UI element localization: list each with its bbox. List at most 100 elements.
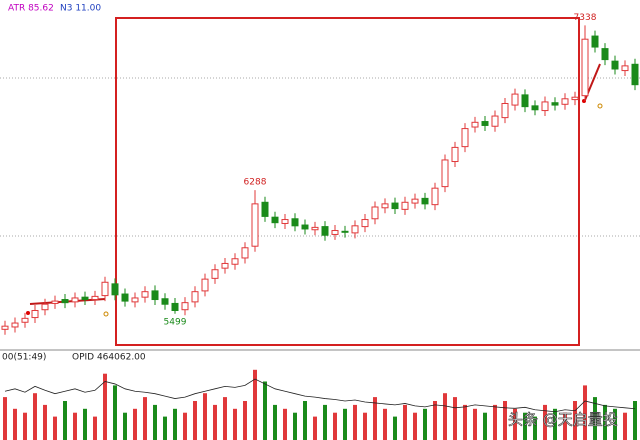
candle-body <box>331 230 339 235</box>
volume-bar <box>243 401 247 440</box>
highlight-box <box>115 17 580 346</box>
candle-body <box>461 128 469 148</box>
volume-bar <box>303 401 307 440</box>
volume-bar <box>613 408 617 440</box>
price-annotation: 7338 <box>574 13 597 23</box>
candle-body <box>541 101 549 112</box>
volume-bar <box>73 412 77 440</box>
volume-bar <box>453 397 457 440</box>
volume-bar <box>273 404 277 440</box>
candle-body <box>241 247 249 259</box>
candle-body <box>581 38 589 97</box>
candle-body <box>171 302 179 311</box>
candle-body <box>131 297 139 303</box>
candle-body <box>531 105 539 111</box>
price-annotation: 6288 <box>244 178 267 188</box>
volume-bar <box>153 404 157 440</box>
volume-bar <box>503 401 507 440</box>
candle-body <box>41 303 49 311</box>
volume-bar <box>563 412 567 440</box>
candle-body <box>261 201 269 217</box>
candle-body <box>81 296 89 301</box>
volume-bar <box>473 408 477 440</box>
volume-bar <box>323 404 327 440</box>
volume-bar <box>233 408 237 440</box>
volume-bar <box>633 401 637 440</box>
candle-body <box>621 65 629 72</box>
candle-body <box>311 226 319 231</box>
candle-body <box>231 258 239 265</box>
candle-body <box>141 291 149 298</box>
volume-bar <box>253 369 257 440</box>
volume-bar <box>53 416 57 440</box>
volume-bar <box>623 412 627 440</box>
candle-body <box>111 283 119 296</box>
candle-body <box>401 201 409 210</box>
volume-bar <box>353 404 357 440</box>
candle-body <box>391 202 399 210</box>
volume-bar <box>493 404 497 440</box>
lower-label: 00(51:49) <box>2 353 46 363</box>
candle-body <box>201 278 209 292</box>
candle-body <box>31 310 39 319</box>
volume-bar <box>403 404 407 440</box>
volume-bar <box>13 408 17 440</box>
candle-body <box>21 317 29 323</box>
candle-body <box>601 48 609 61</box>
candle-body <box>361 219 369 228</box>
candle-body <box>151 290 159 301</box>
candle-body <box>591 35 599 48</box>
volume-bar <box>393 416 397 440</box>
volume-bar <box>423 408 427 440</box>
candle-body <box>221 262 229 269</box>
candle-body <box>511 93 519 106</box>
candle-body <box>251 203 259 247</box>
candle-body <box>421 197 429 205</box>
candle-body <box>281 219 289 224</box>
candle-body <box>211 269 219 279</box>
volume-bar <box>263 381 267 440</box>
volume-bar <box>413 412 417 440</box>
indicator-n3: N3 11.00 <box>60 4 101 14</box>
volume-bar <box>603 404 607 440</box>
volume-bar <box>193 401 197 440</box>
candle-body <box>631 63 639 86</box>
volume-bar <box>63 401 67 440</box>
indicator-atr: ATR 85.62 <box>8 4 54 14</box>
volume-bar <box>123 412 127 440</box>
candle-body <box>51 300 59 304</box>
candle-body <box>181 302 189 311</box>
volume-bar <box>343 408 347 440</box>
candle-body <box>291 218 299 227</box>
candle-body <box>471 121 479 128</box>
volume-bar <box>213 404 217 440</box>
volume-bar <box>183 412 187 440</box>
candle-body <box>161 298 169 305</box>
volume-bar <box>373 397 377 440</box>
candle-body <box>481 121 489 126</box>
candle-body <box>71 297 79 303</box>
volume-bar <box>223 397 227 440</box>
signal-dot <box>597 103 603 109</box>
volume-bar <box>523 412 527 440</box>
volume-bar <box>313 416 317 440</box>
volume-bar <box>143 397 147 440</box>
volume-bar <box>33 393 37 440</box>
volume-bar <box>163 416 167 440</box>
candle-body <box>551 102 559 106</box>
volume-bar <box>543 404 547 440</box>
volume-bar <box>103 373 107 440</box>
volume-bar <box>3 397 7 440</box>
volume-bar <box>363 412 367 440</box>
candle-body <box>61 299 69 304</box>
volume-bar <box>383 408 387 440</box>
volume-bar <box>23 412 27 440</box>
volume-bar <box>293 412 297 440</box>
volume-bar <box>113 385 117 440</box>
candle-body <box>431 187 439 206</box>
candle-body <box>491 115 499 127</box>
candle-body <box>411 198 419 204</box>
signal-dot <box>103 311 109 317</box>
volume-bar <box>283 408 287 440</box>
